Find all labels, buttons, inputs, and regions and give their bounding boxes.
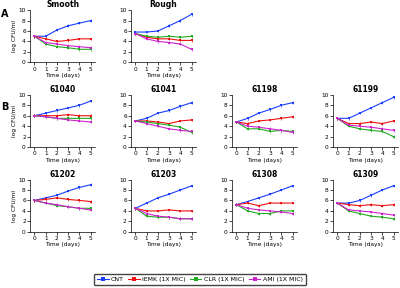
Text: A: A [1, 9, 9, 19]
X-axis label: Time (days): Time (days) [348, 242, 383, 247]
Title: 61203: 61203 [150, 170, 177, 179]
Title: Smooth: Smooth [46, 0, 79, 9]
X-axis label: Time (days): Time (days) [45, 73, 80, 78]
X-axis label: Time (days): Time (days) [146, 158, 181, 163]
Legend: CNT, iEMK (1X MIC), CLR (1X MIC), AMI (1X MIC): CNT, iEMK (1X MIC), CLR (1X MIC), AMI (1… [94, 274, 306, 285]
X-axis label: Time (days): Time (days) [45, 158, 80, 163]
Title: 61041: 61041 [150, 85, 177, 94]
Title: 61308: 61308 [251, 170, 278, 179]
X-axis label: Time (days): Time (days) [247, 158, 282, 163]
X-axis label: Time (days): Time (days) [45, 242, 80, 247]
X-axis label: Time (days): Time (days) [348, 158, 383, 163]
Y-axis label: log CFU/ml: log CFU/ml [12, 190, 17, 222]
Title: 61040: 61040 [50, 85, 76, 94]
Text: B: B [1, 102, 8, 112]
Title: 61309: 61309 [352, 170, 378, 179]
Title: 61202: 61202 [50, 170, 76, 179]
X-axis label: Time (days): Time (days) [247, 242, 282, 247]
Y-axis label: log CFU/ml: log CFU/ml [12, 20, 17, 52]
Title: Rough: Rough [150, 0, 177, 9]
X-axis label: Time (days): Time (days) [146, 242, 181, 247]
Title: 61199: 61199 [352, 85, 378, 94]
X-axis label: Time (days): Time (days) [146, 73, 181, 78]
Title: 61198: 61198 [251, 85, 278, 94]
Y-axis label: log CFU/ml: log CFU/ml [12, 105, 17, 137]
